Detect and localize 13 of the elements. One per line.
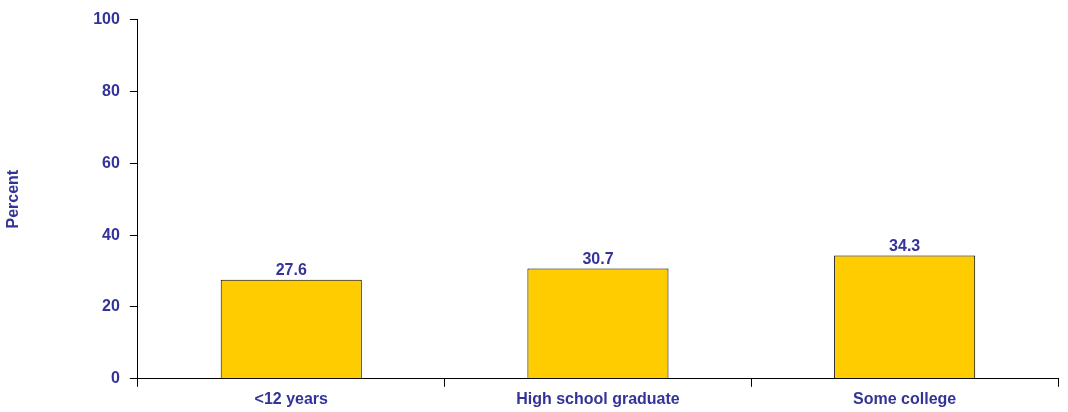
x-tick-label: Some college [853,389,957,407]
y-axis-title: Percent [4,169,22,229]
data-label: 34.3 [889,237,921,254]
data-label: 27.6 [275,261,307,279]
y-tick-label: 80 [102,81,120,99]
y-tick-label: 100 [93,10,120,28]
y-tick-label: 40 [102,225,120,243]
y-tick-label: 60 [102,153,120,171]
x-tick-label: <12 years [254,389,329,407]
x-tick-label: High school graduate [516,389,680,407]
y-tick-label: 0 [110,369,120,387]
data-label: 30.7 [582,249,614,267]
y-tick-label: 20 [102,297,120,315]
